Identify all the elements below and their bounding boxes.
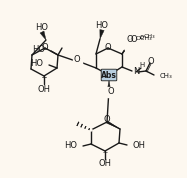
Text: OH: OH	[38, 85, 50, 93]
Text: CH₃: CH₃	[160, 73, 173, 79]
Text: O: O	[104, 116, 110, 124]
Text: HO: HO	[32, 46, 45, 54]
Text: O: O	[131, 35, 138, 44]
Text: CH₃: CH₃	[144, 33, 156, 38]
Text: OH: OH	[133, 140, 146, 150]
Text: HO: HO	[64, 142, 77, 151]
Text: O: O	[105, 43, 111, 51]
Polygon shape	[40, 31, 46, 40]
Text: HO: HO	[96, 20, 108, 30]
Text: O: O	[127, 35, 133, 44]
Polygon shape	[108, 80, 111, 89]
FancyBboxPatch shape	[101, 69, 117, 81]
Polygon shape	[100, 30, 104, 39]
Text: O: O	[74, 55, 80, 64]
Text: O: O	[75, 55, 81, 64]
Text: HO: HO	[36, 22, 48, 32]
Polygon shape	[106, 121, 120, 129]
Text: N: N	[133, 67, 139, 77]
Text: Abs: Abs	[101, 70, 117, 80]
Text: HO: HO	[30, 59, 43, 69]
Text: O: O	[42, 43, 48, 51]
Text: OH: OH	[99, 159, 111, 169]
Text: O: O	[148, 56, 154, 66]
Text: o: o	[140, 34, 144, 40]
Text: OCH₃: OCH₃	[136, 35, 153, 41]
Text: O: O	[108, 88, 114, 96]
Text: H: H	[139, 62, 144, 68]
